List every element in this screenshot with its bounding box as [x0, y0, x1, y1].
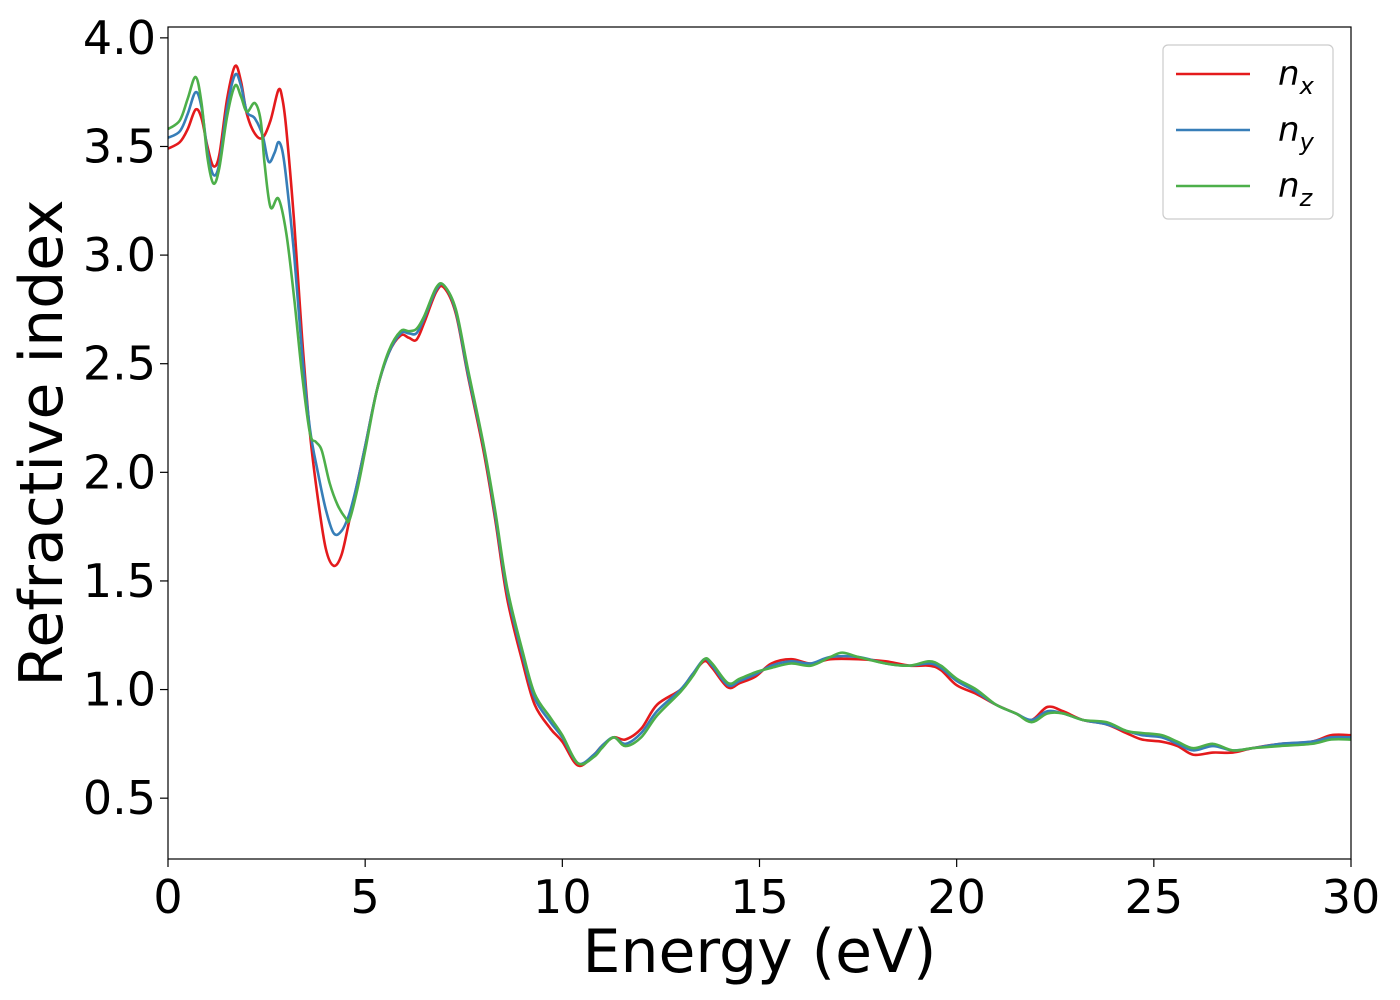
y-tick-label: 3.5	[83, 119, 156, 173]
y-axis-title: Refractive index	[7, 199, 77, 686]
legend-label-nz: nz	[1278, 166, 1314, 212]
legend: nx ny nz	[1162, 44, 1334, 220]
y-tick-label: 2.0	[83, 445, 156, 499]
x-tick-label: 25	[1125, 870, 1184, 924]
series-layer	[168, 64, 1351, 768]
legend-label-ny: ny	[1278, 110, 1315, 156]
y-tick-label: 1.0	[83, 663, 156, 717]
x-axis: 0 5 10 15 20 25 30	[153, 859, 1380, 924]
series-line-nz	[168, 75, 1351, 766]
y-tick-label: 2.5	[83, 337, 156, 391]
y-tick-label: 4.0	[83, 11, 156, 65]
legend-box	[1162, 44, 1334, 220]
x-tick-label: 20	[927, 870, 986, 924]
legend-label-nx: nx	[1278, 54, 1315, 100]
series-line-nx	[168, 64, 1351, 768]
series-line-ny	[168, 72, 1351, 766]
y-tick-label: 3.0	[83, 228, 156, 282]
y-tick-label: 0.5	[83, 771, 156, 825]
x-tick-label: 5	[351, 870, 380, 924]
y-axis: 0.5 1.0 1.5 2.0 2.5 3.0 3.5 4.0	[83, 11, 168, 825]
x-tick-label: 10	[533, 870, 592, 924]
x-tick-label: 15	[730, 870, 789, 924]
x-axis-title: Energy (eV)	[583, 917, 937, 987]
x-tick-label: 30	[1322, 870, 1381, 924]
y-tick-label: 1.5	[83, 554, 156, 608]
x-tick-label: 0	[153, 870, 182, 924]
